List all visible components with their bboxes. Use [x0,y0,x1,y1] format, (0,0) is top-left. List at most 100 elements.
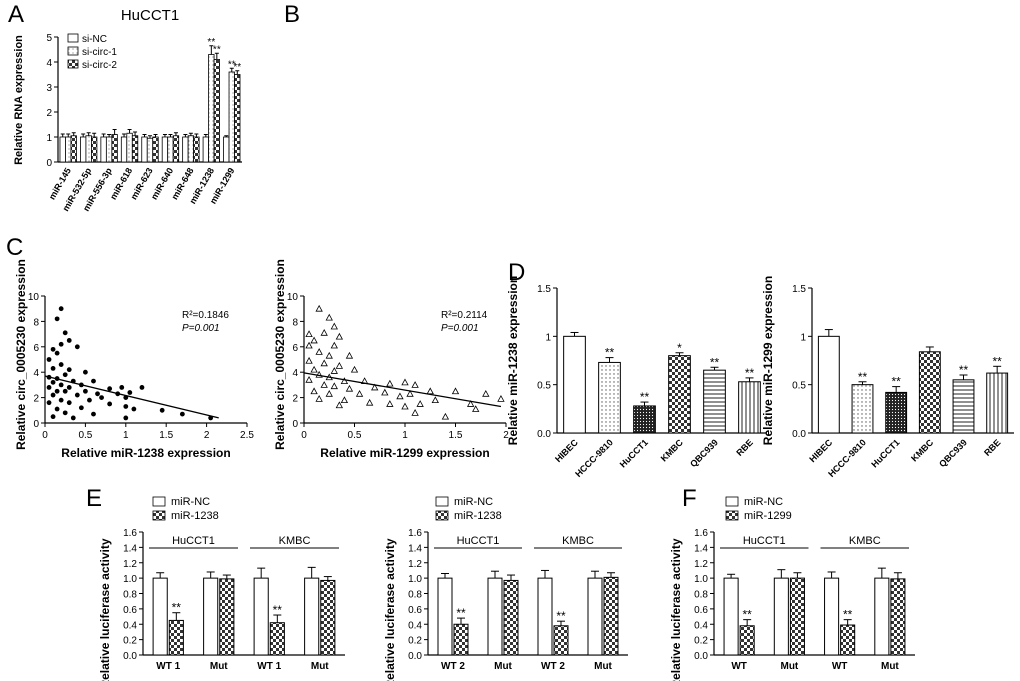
chartC1-ytick-label: 10 [28,292,40,303]
chartA-legend-label: si-circ-2 [82,60,117,71]
chartC1-point [179,411,185,417]
chartD2-bar [885,391,908,434]
chartA-bar [70,135,77,163]
chartF-ytick-label: 0.4 [694,620,708,631]
chartE1-xtick-label: WT 1 [156,661,180,672]
chartE2-group-label: HuCCT1 [457,535,500,547]
chartC1-point [46,400,52,406]
chartC1-ytick-label: 4 [33,368,39,379]
chartE2-bar [487,577,503,656]
chartC2-point [431,396,439,404]
panel-letter-D: D [508,259,525,286]
chartC2-point [426,387,434,395]
chartF-bar [739,625,755,656]
chartC2-point [310,387,318,395]
chartD2-bar [986,372,1009,434]
chartE1-significance: ** [273,603,283,617]
chartD1-ylabel: Relative miR-1238 expression [506,276,520,445]
chartA-legend-label: si-circ-1 [82,47,117,58]
chartF-xtick-label: Mut [780,661,798,672]
chartE1-bar [219,578,235,656]
chartC2-point [325,313,333,321]
chartF-xtick-label: Mut [881,661,899,672]
chartD1-bar [563,335,586,434]
chartA-significance: ** [207,37,215,48]
chartC2-ytick-label: 0 [292,419,298,430]
chartC2-point [340,396,349,404]
chartD1-xtick-label: KMBC [659,437,686,464]
chartC1-xtick-label: 2.5 [240,430,254,441]
chartC1-point [107,401,113,407]
chartD1-ytick-label: 0.0 [537,429,551,440]
chartD1-significance: ** [640,390,650,404]
chartF-significance: ** [742,608,752,622]
chartC1-point [66,400,72,406]
chartC2-point [350,365,359,373]
chartC1-point [119,385,125,390]
chartE2-ylabel: Relative luciferase activity [383,538,397,681]
chartE2-legend-label: miR-1238 [454,510,502,522]
chartC1-xtick-label: 0.5 [78,430,92,441]
chartC1-xtick-label: 2 [204,430,210,441]
chartC1-point [62,410,68,416]
chartD2-bar [952,379,975,434]
chartA-legend-swatch [67,59,79,69]
chartC1-point [62,388,68,394]
chartE2-ytick-label: 0.8 [408,590,422,601]
chartF-ytick-label: 0.6 [694,605,708,616]
chartE1-ytick-label: 1.6 [123,528,137,539]
chartA-significance: ** [228,59,236,70]
chartA-bar [172,135,180,163]
chartD1-xtick-label: HIBEC [553,437,580,464]
chartE2-xtick-label: WT 2 [441,661,465,672]
chartA-significance: ** [213,44,221,55]
chartF-ytick-label: 0.2 [694,636,708,647]
panel-letter-A: A [8,1,24,28]
chartC2-point [330,367,338,374]
chartC1-point [54,316,60,322]
chartE2-legend-swatch [435,496,449,507]
chartC2-point [330,341,338,349]
chartF-legend-swatch [725,510,739,521]
chartE2-ytick-label: 0.0 [408,651,422,662]
chartE2-ytick-label: 1.4 [408,543,422,554]
chartF-bar [840,624,856,656]
chartD1-ytick-label: 0.5 [537,381,551,392]
chartC1-point [83,388,88,394]
chartD1-xtick-label: RBE [734,437,755,458]
chartC1-point [131,406,137,412]
chartC1-point [62,372,68,378]
chartD1-bar [668,355,691,434]
chartD2-xtick-label: QBC939 [937,437,969,469]
chartC1-xtick-label: 1.5 [159,430,173,441]
chartC1-point [107,386,113,392]
chartC1-ytick-label: 6 [33,343,39,354]
chartE2-significance: ** [556,609,566,623]
chartC1-point [50,392,56,398]
chartF-ytick-label: 1.4 [694,543,708,554]
chartC2-point [411,381,419,388]
chartC2-point [305,330,313,338]
chartC2-point [401,402,409,410]
chartC2-ytick-label: 6 [292,343,298,354]
chartE2-xtick-label: Mut [594,661,612,672]
chartC1-pvalue: P=0.001 [182,323,220,334]
chartE2-ytick-label: 1.2 [408,559,422,570]
chartA-bar [208,54,215,163]
chartC1-ytick-label: 0 [33,419,39,430]
chartA-bar [182,136,189,163]
chartC2-xtick-label: 2 [503,430,509,441]
chartC1-point [70,415,76,421]
chartF-bar [874,577,890,656]
chartD1-ytick-label: 1.5 [537,284,551,295]
chartF-bar [723,577,739,656]
chartC2-point [310,365,318,373]
chartD2-xtick-label: KMBC [909,437,936,464]
chartC2-point [411,409,419,416]
chartE1-xtick-label: WT 1 [257,661,281,672]
chartC2-point [386,400,394,407]
chartE1-significance: ** [172,601,182,615]
chartA-bar [126,132,133,163]
chartC2-point [325,351,333,359]
